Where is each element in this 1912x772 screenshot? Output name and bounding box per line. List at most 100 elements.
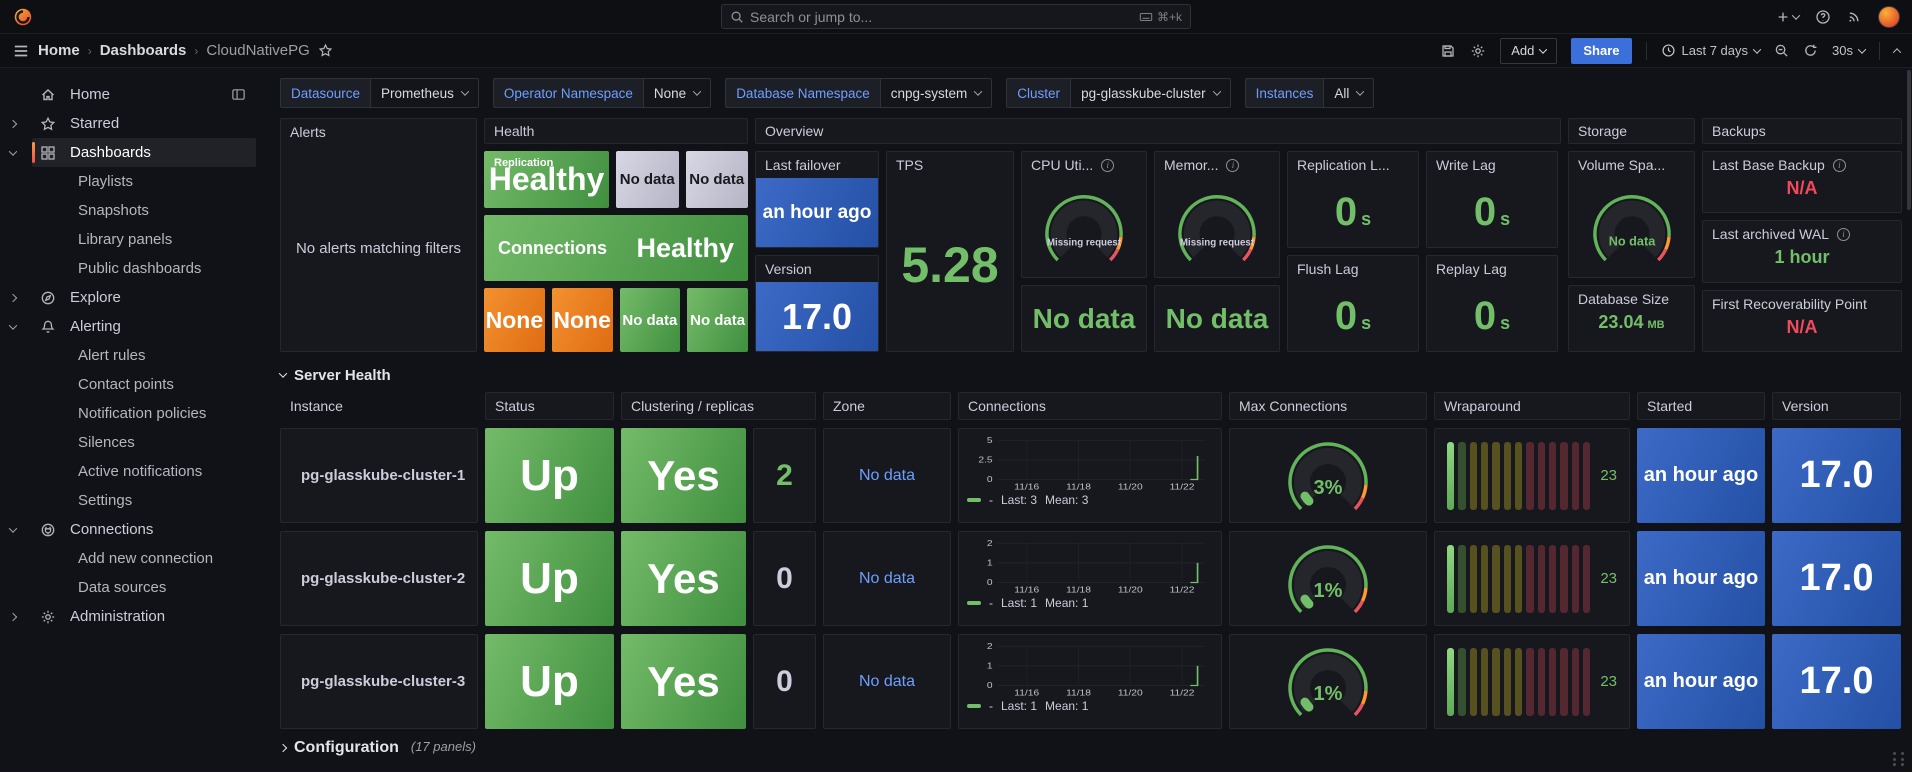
panel-memory-nodata[interactable]: No data (1154, 285, 1280, 352)
sidebar-item-public-dashboards[interactable]: Public dashboards (78, 260, 202, 277)
menu-icon[interactable] (12, 42, 30, 60)
sidebar-item-explore[interactable]: Explore (0, 283, 266, 312)
panel-version[interactable]: Version 17.0 (755, 255, 879, 352)
started-tile[interactable]: an hour ago (1637, 531, 1765, 626)
sidebar-item-administration[interactable]: Administration (0, 602, 266, 631)
col-wraparound[interactable]: Wraparound (1434, 392, 1630, 420)
col-zone[interactable]: Zone (823, 392, 951, 420)
group-title[interactable]: Overview (755, 118, 1561, 144)
sidebar-item-connections[interactable]: Connections (0, 515, 266, 544)
sidebar-item-snapshots[interactable]: Snapshots (78, 202, 149, 219)
col-status[interactable]: Status (485, 392, 614, 420)
instance-cell[interactable]: pg-glasskube-cluster-1 (280, 428, 478, 523)
health-nodata-tile[interactable]: No data (619, 288, 681, 352)
filter-value-dropdown[interactable]: None (643, 78, 712, 108)
sidebar-item-home[interactable]: Home (0, 80, 266, 109)
zone-cell[interactable]: No data (823, 531, 951, 626)
col-clustering[interactable]: Clustering / replicas (621, 392, 816, 420)
help-icon[interactable] (1815, 9, 1831, 25)
status-tile[interactable]: Up (485, 428, 614, 523)
replicas-cell[interactable]: 0 (753, 531, 816, 626)
scrollbar[interactable] (1907, 70, 1911, 210)
sidebar-item-dashboards[interactable]: Dashboards (0, 138, 266, 167)
col-version[interactable]: Version (1772, 392, 1901, 420)
status-tile[interactable]: Up (485, 634, 614, 729)
wraparound-cell[interactable]: 23 (1434, 531, 1630, 626)
search-input[interactable] (750, 8, 1133, 25)
panel-first-recoverability-point[interactable]: First Recoverability Point N/A (1702, 289, 1902, 352)
section-configuration[interactable]: Configuration (17 panels) (278, 739, 1906, 763)
panel-last-failover[interactable]: Last failover an hour ago (755, 151, 879, 248)
health-connections-tile[interactable]: Connections Healthy (484, 215, 748, 281)
filter-value-dropdown[interactable]: pg-glasskube-cluster (1071, 78, 1231, 108)
section-server-health[interactable]: Server Health (278, 362, 1906, 388)
favorite-star-icon[interactable] (318, 43, 333, 58)
zoom-out-icon[interactable] (1774, 43, 1789, 58)
chevron-right-icon[interactable] (8, 119, 18, 128)
info-icon[interactable]: i (1226, 158, 1240, 172)
health-nodata-tile[interactable]: No data (687, 288, 748, 352)
collapse-toolbar-icon[interactable] (1892, 47, 1902, 57)
time-range-picker[interactable]: Last 7 days (1661, 43, 1762, 58)
health-nodata-tile[interactable]: No data (616, 151, 679, 208)
instance-cell[interactable]: pg-glasskube-cluster-2 (280, 531, 478, 626)
status-tile[interactable]: Up (485, 531, 614, 626)
grafana-logo-icon[interactable] (12, 6, 34, 28)
group-title[interactable]: Backups (1702, 118, 1902, 144)
chevron-down-icon[interactable] (8, 320, 18, 330)
add-button[interactable]: Add (1500, 37, 1558, 64)
health-none-tile[interactable]: None (551, 288, 613, 352)
breadcrumb-home[interactable]: Home (38, 42, 80, 59)
group-title[interactable]: Health (484, 118, 748, 144)
group-title[interactable]: Storage (1568, 118, 1695, 144)
news-icon[interactable] (1847, 9, 1862, 24)
started-tile[interactable]: an hour ago (1637, 428, 1765, 523)
filter-value-dropdown[interactable]: All (1324, 78, 1375, 108)
clustering-tile[interactable]: Yes (621, 531, 746, 626)
version-tile[interactable]: 17.0 (1772, 634, 1901, 729)
connections-chart-cell[interactable]: 2 1 0 11/16 11/18 11/20 11/22 - Last: 1 Mean: … (958, 531, 1222, 626)
sidebar-item-silences[interactable]: Silences (78, 434, 135, 451)
chevron-right-icon[interactable] (8, 293, 18, 302)
panel-database-size[interactable]: Database Size 23.04 MB (1568, 285, 1695, 352)
global-search[interactable]: ⌘+k (721, 4, 1191, 29)
col-max-connections[interactable]: Max Connections (1229, 392, 1427, 420)
panel-last-archived-wal[interactable]: Last archived WAL i 1 hour (1702, 220, 1902, 283)
max-connections-gauge-cell[interactable]: 1% (1229, 634, 1427, 729)
health-none-tile[interactable]: None (484, 288, 545, 352)
clustering-tile[interactable]: Yes (621, 428, 746, 523)
clustering-tile[interactable]: Yes (621, 634, 746, 729)
started-tile[interactable]: an hour ago (1637, 634, 1765, 729)
info-icon[interactable]: i (1101, 158, 1115, 172)
sidebar-item-alert-rules[interactable]: Alert rules (78, 347, 146, 364)
sidebar-item-data-sources[interactable]: Data sources (78, 579, 167, 596)
panel-last-base-backup[interactable]: Last Base Backup i N/A (1702, 151, 1902, 214)
panel-alerts[interactable]: Alerts No alerts matching filters (280, 118, 477, 352)
max-connections-gauge-cell[interactable]: 1% (1229, 531, 1427, 626)
sidebar-item-notification-policies[interactable]: Notification policies (78, 405, 207, 422)
panel-cpu-nodata[interactable]: No data (1021, 285, 1147, 352)
sidebar-item-alerting[interactable]: Alerting (0, 312, 266, 341)
health-nodata-tile[interactable]: No data (685, 151, 748, 208)
col-connections[interactable]: Connections (958, 392, 1222, 420)
resize-grip-icon[interactable] (1893, 752, 1907, 767)
sidebar-item-contact-points[interactable]: Contact points (78, 376, 174, 393)
sidebar-item-active-notifications[interactable]: Active notifications (78, 463, 203, 480)
panel-memory-utilization[interactable]: Memor... i Missing request (1154, 151, 1280, 278)
save-dashboard-icon[interactable] (1440, 43, 1456, 59)
zone-cell[interactable]: No data (823, 428, 951, 523)
sidebar-item-settings[interactable]: Settings (78, 492, 133, 509)
dashboard-settings-icon[interactable] (1470, 43, 1486, 59)
wraparound-cell[interactable]: 23 (1434, 428, 1630, 523)
sidebar-item-library-panels[interactable]: Library panels (78, 231, 173, 248)
refresh-interval-picker[interactable]: 30s (1832, 43, 1867, 58)
new-menu-button[interactable] (1776, 10, 1801, 24)
sidebar-item-playlists[interactable]: Playlists (78, 173, 134, 190)
max-connections-gauge-cell[interactable]: 3% (1229, 428, 1427, 523)
dock-sidebar-icon[interactable] (231, 87, 246, 102)
zone-cell[interactable]: No data (823, 634, 951, 729)
